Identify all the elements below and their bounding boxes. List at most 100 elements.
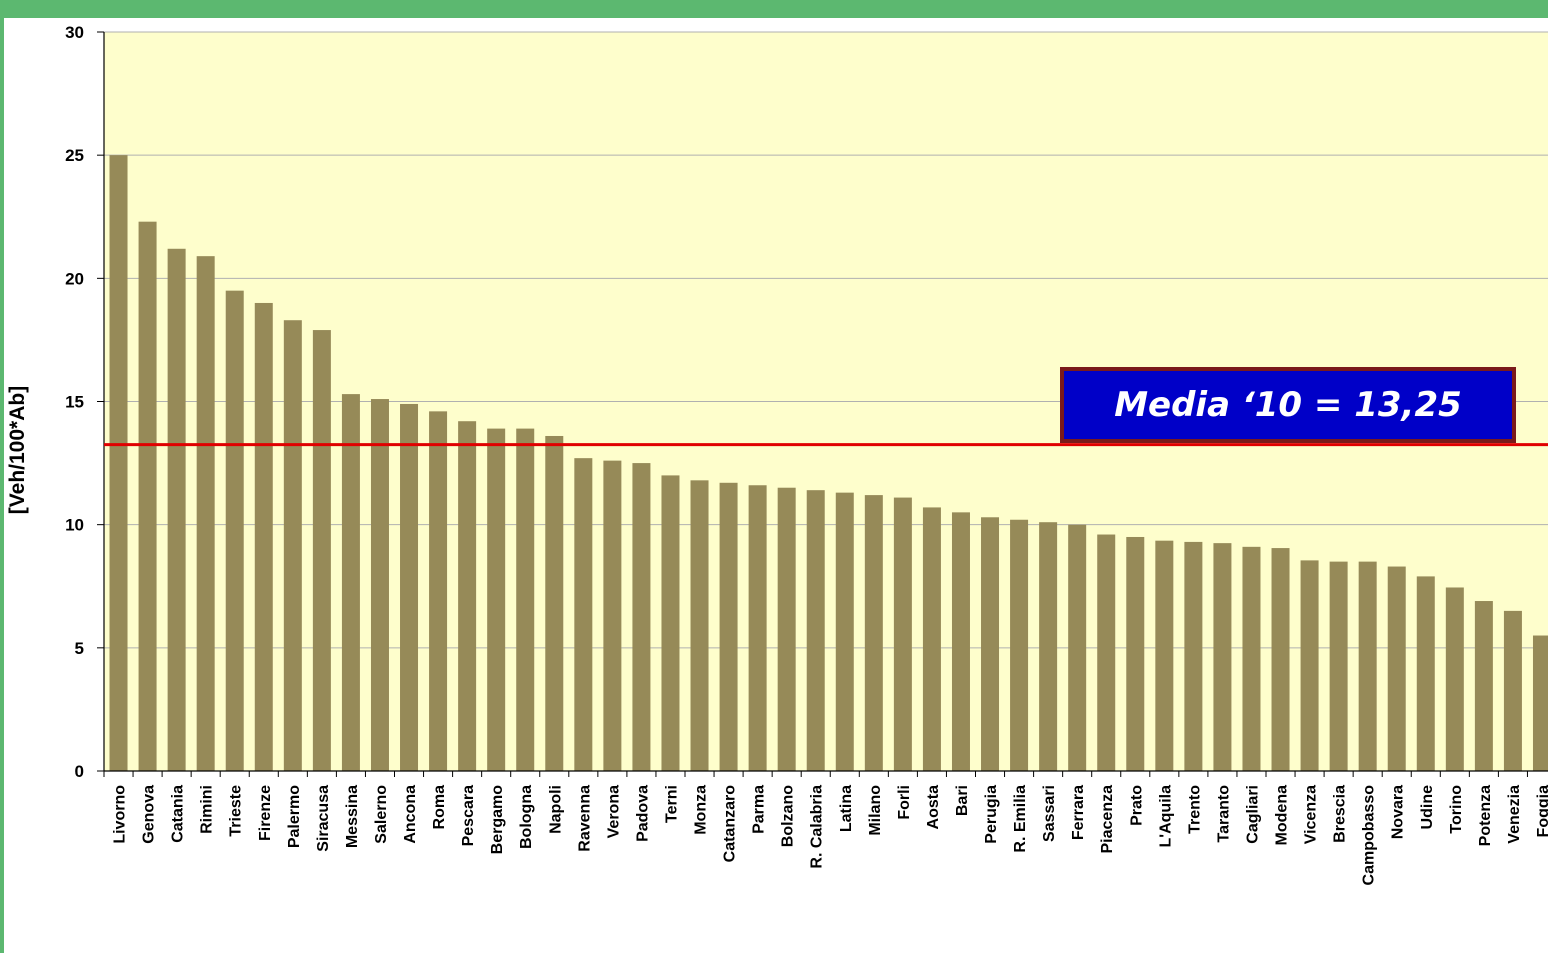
bar — [835, 492, 854, 771]
bar — [1184, 541, 1203, 771]
x-tick-label: Aosta — [925, 785, 942, 830]
x-tick-label: Modena — [1274, 785, 1291, 846]
bar — [748, 485, 767, 771]
y-tick-label: 25 — [65, 146, 84, 165]
x-tick-label: Trieste — [228, 785, 245, 837]
bar — [806, 490, 825, 771]
bar — [777, 487, 796, 771]
bar — [1039, 522, 1058, 771]
bar — [225, 290, 244, 771]
bar — [719, 482, 738, 771]
x-tick-label: Catanzaro — [722, 785, 739, 863]
bar — [1503, 610, 1522, 771]
average-annotation-text: Media ‘10 = 13,25 — [1114, 385, 1462, 425]
x-tick-label: Bolzano — [780, 785, 797, 847]
x-tick-label: Catania — [170, 785, 187, 843]
x-tick-label: Messina — [344, 785, 361, 848]
bar — [254, 302, 273, 771]
bar — [1126, 536, 1145, 771]
x-tick-label: Roma — [431, 785, 448, 830]
x-tick-label: Brescia — [1332, 785, 1349, 843]
x-tick-labels: Livorno Genova Catania Rimini Trieste Firenze… — [112, 785, 1548, 886]
bar — [1358, 561, 1377, 771]
y-tick-label: 30 — [65, 23, 84, 42]
x-tick-label: Genova — [141, 785, 158, 844]
y-tick-label: 20 — [65, 269, 84, 288]
x-tick-label: Parma — [751, 785, 768, 834]
x-tick-label: Campobasso — [1361, 785, 1378, 886]
x-tick-label: Rimini — [199, 785, 216, 834]
x-tick-label: Livorno — [112, 785, 129, 844]
x-tick-label: Foggia — [1535, 785, 1548, 838]
x-tick-label: R. Emilia — [1012, 785, 1029, 853]
x-tick-label: Venezia — [1506, 785, 1523, 844]
bar — [341, 394, 360, 771]
x-tick-label: Ferrara — [1070, 785, 1087, 840]
bar — [1068, 524, 1087, 771]
bar — [545, 435, 564, 771]
bar — [951, 512, 970, 771]
x-tick-label: Milano — [867, 785, 884, 836]
x-tick-label: Ancona — [402, 785, 419, 844]
x-tick-label: Vicenza — [1303, 785, 1320, 844]
x-tick-label: Bergamo — [489, 785, 506, 855]
y-tick-label: 0 — [75, 762, 84, 781]
axes — [97, 31, 1548, 777]
x-tick-label: Ravenna — [576, 785, 593, 852]
x-tick-label: Forli — [896, 785, 913, 820]
bar — [429, 411, 448, 771]
x-tick-label: Pescara — [460, 785, 477, 846]
x-tick-label: Sassari — [1041, 785, 1058, 842]
y-tick-label: 15 — [65, 393, 84, 412]
bar — [1155, 540, 1174, 771]
x-tick-label: Bologna — [518, 785, 535, 849]
bar — [1300, 560, 1319, 771]
bar — [661, 475, 680, 771]
y-tick-label: 10 — [65, 516, 84, 535]
x-tick-label: Prato — [1128, 785, 1145, 826]
x-tick-label: Salerno — [373, 785, 390, 844]
y-tick-labels: 0 5 10 15 20 25 30 — [65, 23, 84, 781]
bar — [487, 428, 506, 771]
bar — [400, 403, 419, 771]
bar — [516, 428, 535, 771]
bar — [1010, 519, 1029, 771]
bar — [981, 517, 1000, 771]
x-tick-label: Latina — [838, 785, 855, 832]
bar — [1242, 546, 1261, 771]
bar — [458, 421, 477, 771]
y-axis-label: [Veh/100*Ab] — [6, 385, 29, 515]
x-tick-label: Verona — [605, 785, 622, 838]
x-tick-label: Udine — [1419, 785, 1436, 830]
x-tick-label: Cagliari — [1244, 785, 1261, 844]
x-tick-label: Terni — [663, 785, 680, 823]
bar — [283, 320, 302, 771]
bar — [1097, 534, 1116, 771]
x-tick-label: Padova — [634, 785, 651, 842]
bar — [1474, 601, 1493, 771]
bar — [1213, 543, 1232, 771]
x-tick-label: Taranto — [1215, 785, 1232, 843]
average-annotation-box: Media ‘10 = 13,25 — [1060, 367, 1516, 443]
bar — [1329, 561, 1348, 771]
bar — [690, 480, 709, 771]
bar — [109, 155, 128, 771]
bar — [632, 463, 651, 771]
bar — [1445, 587, 1464, 771]
bar — [922, 507, 941, 771]
bar — [196, 256, 215, 771]
x-tick-label: Palermo — [286, 785, 303, 848]
x-tick-label: L'Aquila — [1157, 785, 1174, 848]
bar — [864, 495, 883, 771]
x-tick-label: Trento — [1186, 785, 1203, 834]
x-tick-label: Siracusa — [315, 785, 332, 852]
bar — [370, 399, 389, 771]
bar — [167, 248, 186, 772]
y-tick-label: 5 — [75, 639, 84, 658]
bar — [1416, 576, 1435, 771]
x-tick-label: Perugia — [983, 785, 1000, 844]
bars-group — [109, 155, 1548, 772]
x-tick-label: Potenza — [1477, 785, 1494, 846]
bar — [574, 458, 593, 771]
